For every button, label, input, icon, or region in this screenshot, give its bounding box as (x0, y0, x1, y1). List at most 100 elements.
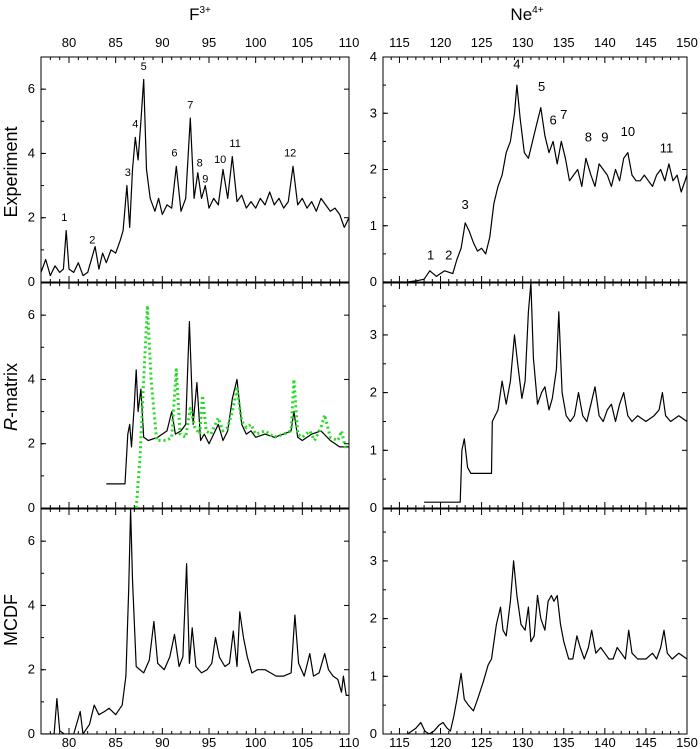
y-tick-label: 3 (370, 105, 377, 120)
x-tick-label-bottom: 120 (430, 735, 452, 749)
y-tick-label: 6 (28, 533, 35, 548)
series-line (41, 509, 349, 734)
panel-5: 0 1 2 3 115 120 125 130 135 140 145 150 (370, 508, 698, 749)
y-tick-label: 2 (28, 662, 35, 677)
y-tick-label: 0 (28, 500, 35, 515)
x-tick-label-bottom: 90 (155, 735, 169, 749)
x-tick-label-top: 130 (512, 35, 534, 50)
x-tick-label-top: 120 (430, 35, 452, 50)
series-line (41, 78, 349, 277)
x-tick-label-bottom: 115 (389, 735, 410, 749)
y-tick-label: 2 (370, 162, 377, 177)
x-tick-label-top: 150 (676, 35, 698, 50)
peak-label: 7 (187, 99, 193, 111)
x-tick-label-bottom: 105 (291, 735, 313, 749)
x-tick-label-top: 95 (202, 35, 216, 50)
panel-frame (40, 56, 350, 283)
peak-label: 10 (214, 154, 226, 166)
peak-label: 12 (284, 148, 296, 160)
peak-label: 9 (202, 173, 208, 185)
y-tick-label: 6 (28, 307, 35, 322)
y-tick-label: 1 (370, 442, 377, 457)
y-tick-label: 2 (370, 611, 377, 626)
series-line (383, 84, 687, 282)
panel-3: 0 1 2 3 (370, 282, 688, 515)
row-label-mcdf: MCDF (1, 594, 21, 646)
peak-label: 11 (229, 138, 240, 150)
x-tick-label-bottom: 110 (339, 735, 360, 749)
x-tick-label-bottom: 95 (202, 735, 216, 749)
x-tick-label-top: 140 (594, 35, 616, 50)
peak-label: 4 (513, 56, 520, 71)
y-tick-label: 3 (370, 327, 377, 342)
x-tick-label-bottom: 130 (512, 735, 534, 749)
x-tick-label-top: 125 (471, 35, 493, 50)
y-tick-label: 4 (28, 597, 35, 612)
y-tick-label: 0 (28, 274, 35, 289)
peak-label: 1 (427, 248, 434, 263)
x-tick-label-bottom: 85 (108, 735, 122, 749)
y-tick-label: 0 (370, 726, 377, 741)
peak-label: 7 (560, 107, 567, 122)
peak-label: 6 (171, 148, 177, 160)
peak-label: 8 (197, 157, 203, 169)
panel-frame (40, 508, 350, 735)
y-tick-label: 6 (28, 81, 35, 96)
y-tick-label: 0 (370, 274, 377, 289)
x-tick-label-bottom: 125 (471, 735, 493, 749)
peak-label: 6 (549, 113, 556, 128)
panel-frame (382, 282, 688, 509)
x-tick-label-top: 145 (635, 35, 657, 50)
row-label-r-matrix: R-matrix (1, 363, 21, 431)
x-tick-label-bottom: 150 (676, 735, 698, 749)
x-tick-label-bottom: 140 (594, 735, 616, 749)
peak-label: 2 (445, 248, 452, 263)
peak-label: 5 (538, 79, 545, 94)
x-tick-label-bottom: 100 (245, 735, 267, 749)
y-tick-label: 2 (28, 210, 35, 225)
y-tick-label: 2 (370, 385, 377, 400)
x-tick-label-top: 85 (108, 35, 122, 50)
y-tick-label: 4 (370, 49, 377, 64)
y-tick-label: 0 (370, 500, 377, 515)
y-tick-label: 2 (28, 436, 35, 451)
y-tick-label: 1 (370, 668, 377, 683)
peak-label: 2 (89, 234, 95, 246)
peak-label: 9 (601, 129, 608, 144)
series-line (424, 283, 687, 503)
col-title-left: F3+ (189, 5, 211, 24)
y-tick-label: 1 (370, 218, 377, 233)
x-tick-label-top: 115 (389, 35, 410, 50)
peak-label: 8 (585, 129, 592, 144)
col-title-right: Ne4+ (510, 5, 543, 24)
peak-label: 5 (141, 61, 147, 73)
series-line-dotted (134, 304, 349, 508)
series-line (407, 560, 687, 734)
x-tick-label-top: 90 (155, 35, 169, 50)
x-tick-label-bottom: 145 (635, 735, 657, 749)
peak-label: 10 (621, 124, 635, 139)
peak-label: 3 (125, 167, 131, 179)
x-tick-label-top: 100 (245, 35, 267, 50)
row-label-experiment: Experiment (1, 126, 21, 217)
y-tick-label: 4 (28, 371, 35, 386)
panel-frame (382, 508, 688, 735)
x-tick-label-bottom: 80 (62, 735, 76, 749)
y-tick-label: 3 (370, 553, 377, 568)
x-tick-label-top: 80 (62, 35, 76, 50)
x-tick-label-bottom: 135 (553, 735, 575, 749)
y-tick-label: 4 (28, 145, 35, 160)
peak-label: 3 (462, 197, 469, 212)
panel-4: 0 2 4 6 80 85 90 95 100 105 110 (28, 508, 360, 749)
panel-frame (40, 282, 350, 509)
x-tick-label-top: 110 (339, 35, 360, 50)
peak-label: 1 (61, 212, 67, 224)
x-tick-label-top: 105 (291, 35, 313, 50)
x-tick-label-top: 135 (553, 35, 575, 50)
peak-label: 11 (660, 141, 674, 156)
panel-2: 0 2 4 6 (28, 282, 350, 515)
